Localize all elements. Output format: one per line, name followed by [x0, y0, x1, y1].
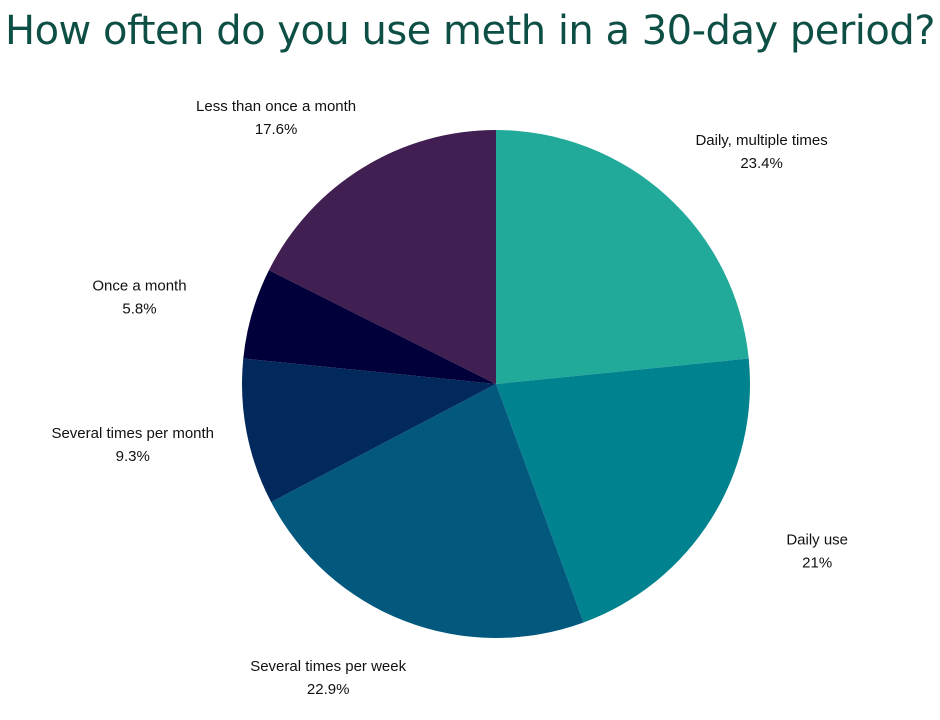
pie-label-value: 5.8% — [122, 300, 156, 317]
pie-label-category: Less than once a month — [196, 98, 356, 115]
pie-label-value: 23.4% — [740, 155, 783, 172]
pie-label-value: 17.6% — [255, 121, 298, 138]
pie-label-category: Daily, multiple times — [695, 132, 827, 149]
pie-label-value: 22.9% — [307, 681, 350, 698]
pie-label-category: Several times per week — [250, 658, 406, 675]
pie-label-value: 9.3% — [116, 448, 150, 465]
pie-label-category: Once a month — [92, 277, 186, 294]
pie-label-category: Daily use — [786, 532, 848, 549]
pie-slice-3 — [271, 384, 584, 638]
pie-label-category: Several times per month — [51, 425, 214, 442]
pie-slice-4 — [242, 358, 496, 503]
pie-slice-1 — [496, 130, 749, 384]
pie-slice-2 — [496, 358, 750, 623]
chart-title: How often do you use meth in a 30-day pe… — [5, 8, 936, 54]
pie-slice-6 — [268, 130, 496, 384]
pie-slice-5 — [243, 270, 496, 384]
pie-label-value: 21% — [802, 555, 832, 572]
